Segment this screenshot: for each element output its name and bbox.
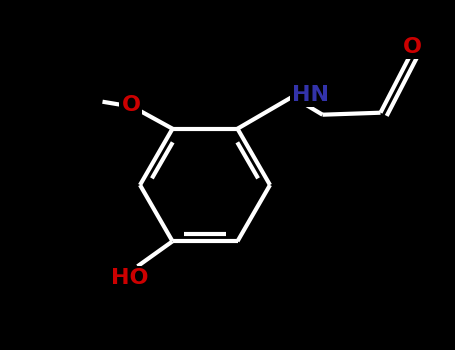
Text: HN: HN (292, 85, 329, 105)
Text: O: O (403, 37, 422, 57)
Text: O: O (121, 95, 141, 115)
Text: HO: HO (111, 268, 148, 288)
